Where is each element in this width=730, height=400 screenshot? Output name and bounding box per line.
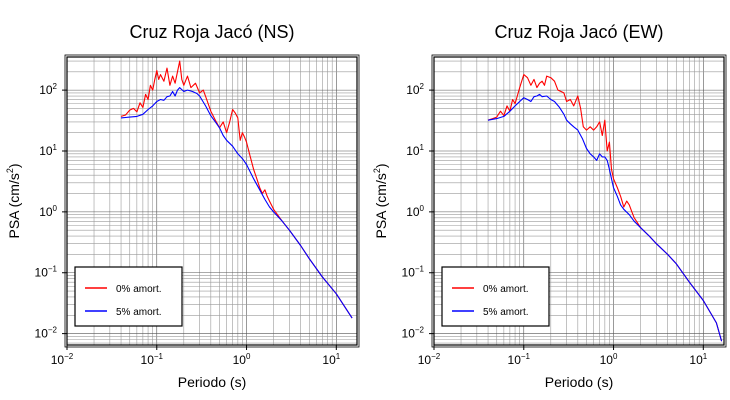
y-tick-base: 10 <box>39 83 53 97</box>
y-tick-base: 10 <box>35 266 49 280</box>
y-tick-base: 10 <box>39 144 53 158</box>
y-axis-label-main: PSA (cm/s <box>6 173 22 238</box>
legend-label-1: 5% amort. <box>483 307 529 318</box>
x-tick-exp: −2 <box>431 352 441 361</box>
y-tick-label: 101 <box>39 143 57 158</box>
x-tick-base: 10 <box>141 353 155 367</box>
legend-box <box>441 266 550 327</box>
y-tick-exp: 2 <box>53 82 58 91</box>
y-tick-label: 102 <box>406 82 424 97</box>
y-tick-label: 10−1 <box>402 265 425 280</box>
x-tick-exp: 0 <box>613 352 618 361</box>
y-tick-label: 10−2 <box>402 326 425 341</box>
y-tick-exp: −2 <box>48 326 58 335</box>
x-tick-label: 10−1 <box>141 352 164 367</box>
y-tick-label: 10−1 <box>35 265 58 280</box>
y-axis-label-tail: ) <box>6 163 22 168</box>
x-tick-label: 101 <box>689 352 707 367</box>
series-line-1 <box>487 93 723 342</box>
y-tick-label: 100 <box>406 204 424 219</box>
x-axis-label: Periodo (s) <box>178 374 246 390</box>
y-tick-label: 101 <box>406 143 424 158</box>
y-axis-label-sup: 2 <box>372 168 382 173</box>
plot-frame <box>66 56 358 346</box>
plot-frame-outer <box>64 54 360 348</box>
legend: 0% amort. 5% amort. <box>74 266 183 327</box>
y-tick-exp: 0 <box>420 204 425 213</box>
x-tick-base: 10 <box>51 353 65 367</box>
series-line-1 <box>120 87 353 319</box>
y-tick-label: 102 <box>39 82 57 97</box>
x-tick-base: 10 <box>689 353 703 367</box>
y-tick-exp: −1 <box>48 265 58 274</box>
grid <box>66 57 357 345</box>
legend-box <box>74 266 183 327</box>
y-tick-exp: 2 <box>420 82 425 91</box>
x-tick-exp: −2 <box>64 352 74 361</box>
y-tick-exp: 1 <box>53 143 58 152</box>
plot-frame-outer <box>431 54 727 348</box>
y-tick-base: 10 <box>406 144 420 158</box>
x-tick-exp: 1 <box>336 352 341 361</box>
y-tick-label: 100 <box>39 204 57 219</box>
y-axis-label: PSA (cm/s2) <box>372 163 389 238</box>
x-axis-label: Periodo (s) <box>545 374 613 390</box>
y-tick-exp: 0 <box>53 204 58 213</box>
y-tick-base: 10 <box>402 266 416 280</box>
y-tick-label: 10−2 <box>35 326 58 341</box>
series-line-0 <box>120 60 353 319</box>
y-tick-base: 10 <box>35 327 49 341</box>
legend-label-0: 0% amort. <box>116 284 162 295</box>
x-tick-exp: 1 <box>703 352 708 361</box>
x-tick-label: 10−2 <box>51 352 74 367</box>
x-tick-label: 100 <box>600 352 618 367</box>
x-tick-exp: 0 <box>246 352 251 361</box>
y-tick-exp: −2 <box>415 326 425 335</box>
x-tick-label: 10−1 <box>508 352 531 367</box>
y-axis-label-tail: ) <box>373 163 389 168</box>
x-tick-label: 100 <box>233 352 251 367</box>
x-tick-label: 10−2 <box>418 352 441 367</box>
plot-frame <box>433 56 725 346</box>
x-tick-exp: −1 <box>521 352 531 361</box>
legend-label-0: 0% amort. <box>483 284 529 295</box>
chart-title: Cruz Roja Jacó (NS) <box>129 22 294 42</box>
legend-label-1: 5% amort. <box>116 307 162 318</box>
x-tick-exp: −1 <box>154 352 164 361</box>
legend: 0% amort. 5% amort. <box>441 266 550 327</box>
x-tick-base: 10 <box>322 353 336 367</box>
y-tick-base: 10 <box>406 205 420 219</box>
y-tick-exp: −1 <box>415 265 425 274</box>
x-tick-base: 10 <box>233 353 247 367</box>
y-tick-base: 10 <box>406 83 420 97</box>
x-tick-base: 10 <box>418 353 432 367</box>
grid <box>433 57 724 345</box>
x-tick-label: 101 <box>322 352 340 367</box>
y-tick-base: 10 <box>39 205 53 219</box>
y-tick-base: 10 <box>402 327 416 341</box>
y-axis-label: PSA (cm/s2) <box>5 163 22 238</box>
y-tick-exp: 1 <box>420 143 425 152</box>
x-tick-base: 10 <box>600 353 614 367</box>
chart-title: Cruz Roja Jacó (EW) <box>494 22 663 42</box>
y-axis-label-main: PSA (cm/s <box>373 173 389 238</box>
x-tick-base: 10 <box>508 353 522 367</box>
series-line-0 <box>487 74 723 342</box>
y-axis-label-sup: 2 <box>5 168 15 173</box>
